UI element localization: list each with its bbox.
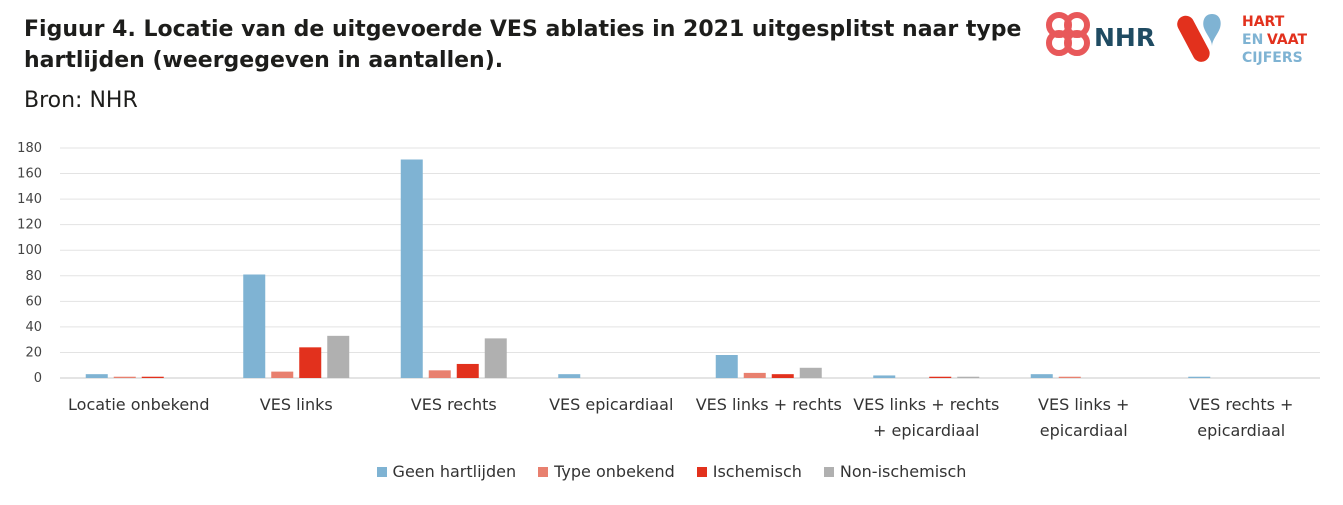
y-tick-label: 100: [17, 243, 42, 258]
bar: [141, 376, 164, 378]
nhr-logo-icon: NHR: [1046, 12, 1155, 56]
legend-swatch: [538, 466, 549, 477]
legend-swatch: [696, 466, 707, 477]
legend-item: Type onbekend: [538, 462, 675, 481]
bar: [400, 159, 423, 378]
category-label: Locatie onbekend: [68, 395, 209, 414]
y-tick-label: 40: [25, 320, 42, 335]
category-label: VES rechts: [411, 395, 497, 414]
bar: [271, 371, 294, 378]
y-tick-label: 160: [17, 167, 42, 182]
bar: [1058, 376, 1081, 378]
category-label: VES epicardiaal: [549, 395, 673, 414]
bar: [299, 347, 322, 378]
bar: [456, 363, 479, 378]
legend-item: Geen hartlijden: [376, 462, 517, 481]
y-tick-label: 140: [17, 192, 42, 207]
y-tick-label: 80: [25, 269, 42, 284]
legend-label: Ischemisch: [712, 462, 802, 481]
bar: [327, 335, 350, 378]
y-tick-label: 20: [25, 345, 42, 360]
chart-title: Figuur 4. Locatie van de uitgevoerde VES…: [24, 17, 1022, 73]
category-label: + epicardiaal: [873, 421, 980, 440]
legend-swatch: [376, 466, 387, 477]
bar: [484, 338, 507, 378]
hart-en-vaat-logo-icon: HART EN VAAT CIJFERS: [1177, 14, 1307, 66]
legend-label: Type onbekend: [554, 462, 675, 481]
hvc-line-1: HART: [1242, 14, 1285, 30]
bar: [873, 375, 896, 378]
bar: [558, 374, 581, 378]
bar: [1188, 376, 1211, 378]
bar: [957, 376, 980, 378]
bar: [715, 355, 738, 378]
legend-item: Non-ischemisch: [823, 462, 967, 481]
category-label: VES links +: [1038, 395, 1129, 414]
chart-source: Bron: NHR: [24, 88, 138, 113]
nhr-logo-text: NHR: [1094, 23, 1155, 52]
bar: [243, 274, 266, 378]
bar: [85, 374, 108, 378]
y-tick-label: 60: [25, 294, 42, 309]
y-tick-label: 180: [17, 141, 42, 156]
bar: [1030, 374, 1053, 378]
category-label: epicardiaal: [1040, 421, 1128, 440]
legend-swatch: [823, 466, 834, 477]
legend-item: Ischemisch: [696, 462, 802, 481]
bar: [743, 372, 766, 378]
legend: Geen hartlijden Type onbekend Ischemisch No…: [0, 462, 1343, 481]
category-label: epicardiaal: [1197, 421, 1285, 440]
logos: NHR HART EN VAAT CIJFERS: [1046, 12, 1307, 66]
bar: [929, 376, 952, 378]
bar: [428, 370, 451, 378]
hvc-line-3: CIJFERS: [1242, 50, 1303, 66]
legend-label: Geen hartlijden: [392, 462, 517, 481]
legend-label: Non-ischemisch: [839, 462, 967, 481]
bar: [113, 376, 136, 378]
bar: [771, 374, 794, 378]
category-label: VES links: [260, 395, 333, 414]
bar-chart: 0 20 40 60 80 100 120 140 160 180 Locatie onbekend…: [17, 141, 1320, 440]
y-tick-label: 0: [34, 371, 42, 386]
hvc-line-2a: EN: [1242, 32, 1263, 48]
bar: [799, 367, 822, 378]
category-label: VES links + rechts: [696, 395, 842, 414]
hvc-line-2b: VAAT: [1267, 32, 1307, 48]
category-label: VES rechts +: [1189, 395, 1293, 414]
y-tick-label: 120: [17, 218, 42, 233]
category-label: VES links + rechts: [853, 395, 999, 414]
